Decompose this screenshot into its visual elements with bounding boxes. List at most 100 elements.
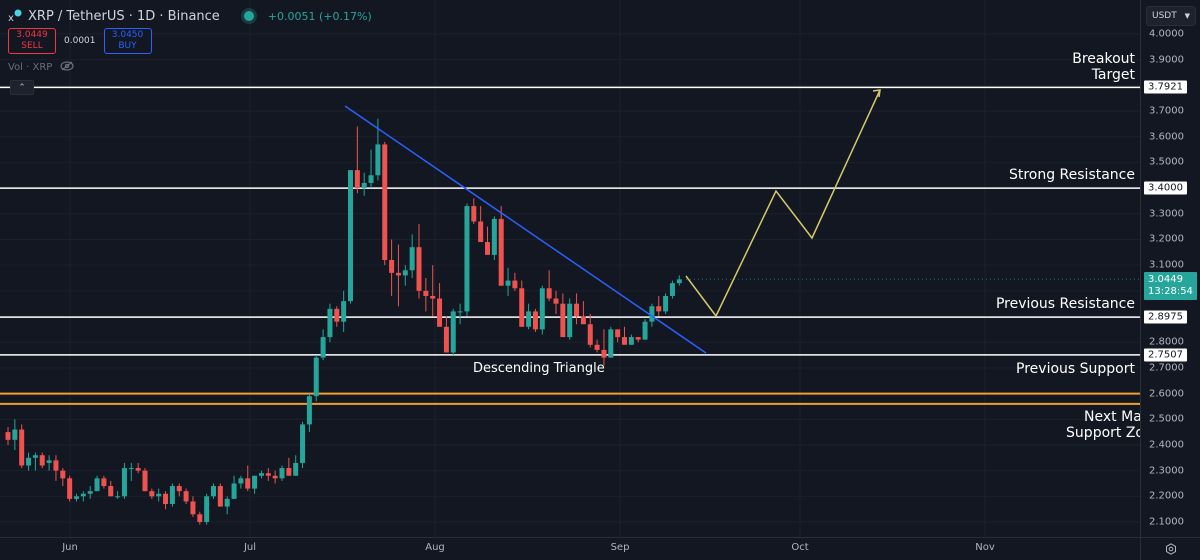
candle-body bbox=[354, 170, 360, 189]
candle-body bbox=[26, 457, 32, 466]
ytick-label: 3.6000 bbox=[1149, 131, 1184, 143]
candle-body bbox=[560, 303, 566, 338]
sell-price: 3.0449 bbox=[16, 30, 48, 40]
candle-body bbox=[567, 303, 573, 338]
candle-body bbox=[74, 496, 79, 499]
candle-body bbox=[156, 493, 162, 497]
candle-body bbox=[635, 337, 641, 340]
candle-body bbox=[67, 478, 73, 499]
current-price-tag: 3.0449 13:28:54 bbox=[1144, 272, 1197, 300]
currency-selector[interactable]: USDT ▼ bbox=[1146, 6, 1196, 26]
candle-body bbox=[279, 468, 285, 479]
ytick-label: 3.7000 bbox=[1149, 105, 1184, 117]
candle-body bbox=[395, 272, 401, 276]
time-axis[interactable]: Jun Jul Aug Sep Oct Nov bbox=[0, 537, 1140, 560]
ytick-label: 2.4000 bbox=[1149, 439, 1184, 451]
candle-body bbox=[217, 486, 223, 507]
candle-body bbox=[80, 493, 86, 497]
candle-body bbox=[5, 432, 11, 440]
candle-body bbox=[293, 462, 299, 476]
candle-body bbox=[375, 144, 381, 176]
breakout-target-label: Breakout Target bbox=[1072, 51, 1135, 83]
candle-body bbox=[348, 170, 353, 302]
candle-body bbox=[361, 182, 367, 189]
strong-resistance-price-tag: 3.4000 bbox=[1144, 181, 1187, 195]
candle-body bbox=[416, 247, 422, 291]
candle-body bbox=[368, 175, 374, 183]
candle-body bbox=[176, 486, 182, 492]
candle-body bbox=[163, 493, 169, 505]
candle-body bbox=[211, 486, 216, 497]
candle-body bbox=[423, 290, 429, 296]
candle-body bbox=[190, 501, 196, 515]
candle-body bbox=[341, 301, 347, 322]
candle-body bbox=[443, 326, 449, 353]
chart-legend: x XRP / TetherUS · 1D · Binance +0.0051 … bbox=[8, 6, 372, 74]
ytick-label: 3.3000 bbox=[1149, 208, 1184, 220]
candle-body bbox=[478, 221, 484, 243]
candle-body bbox=[574, 303, 580, 317]
ytick-label: 3.2000 bbox=[1149, 233, 1184, 245]
candle-body bbox=[546, 288, 552, 299]
candle-body bbox=[169, 486, 175, 505]
candle-body bbox=[94, 478, 100, 492]
candle-body bbox=[608, 329, 614, 358]
candle-body bbox=[149, 491, 155, 497]
projection-arrow-icon bbox=[872, 89, 881, 98]
candle-body bbox=[656, 306, 662, 312]
candle-body bbox=[526, 311, 532, 327]
candlestick-chart[interactable] bbox=[0, 0, 1140, 537]
chart-settings-button[interactable] bbox=[1140, 537, 1200, 560]
candle-body bbox=[532, 311, 538, 330]
candle-body bbox=[601, 349, 607, 358]
candle-body bbox=[135, 468, 141, 471]
candle-body bbox=[19, 429, 25, 466]
price-change: +0.0051 (+0.17%) bbox=[267, 9, 372, 23]
candle-body bbox=[46, 460, 52, 463]
candle-body bbox=[101, 478, 107, 487]
candle-body bbox=[306, 396, 312, 425]
volume-indicator-label[interactable]: Vol · XRP bbox=[8, 62, 53, 73]
candle-body bbox=[615, 329, 621, 338]
next-major-support-zone-label: Next Ma Support Zo bbox=[1066, 409, 1144, 441]
candle-body bbox=[450, 311, 456, 353]
candle-body bbox=[519, 288, 525, 327]
candle-body bbox=[204, 496, 210, 522]
candle-body bbox=[498, 218, 504, 286]
sell-button[interactable]: 3.0449 SELL bbox=[8, 28, 56, 54]
candle-body bbox=[12, 429, 18, 440]
ytick-label: 2.6000 bbox=[1149, 388, 1184, 400]
previous-resistance-label: Previous Resistance bbox=[995, 296, 1135, 312]
projection-path bbox=[685, 89, 881, 318]
currency-label: USDT bbox=[1152, 11, 1177, 21]
candle-body bbox=[238, 478, 244, 484]
collapse-legend-button[interactable]: ⌃ bbox=[10, 80, 34, 95]
price-axis[interactable]: USDT ▼ 4.0000 3.9000 3.7000 3.6000 3.5000 3.3… bbox=[1140, 0, 1200, 537]
ytick-label: 3.1000 bbox=[1149, 259, 1184, 271]
candle-body bbox=[108, 486, 114, 497]
xtick-jun: Jun bbox=[62, 542, 78, 553]
candle-body bbox=[457, 311, 463, 313]
candle-body bbox=[580, 316, 586, 325]
candle-body bbox=[594, 344, 600, 350]
candle-body bbox=[265, 473, 271, 476]
xtick-sep: Sep bbox=[610, 542, 630, 553]
ytick-label: 3.5000 bbox=[1149, 156, 1184, 168]
settings-icon bbox=[1165, 540, 1177, 559]
ytick-label: 4.0000 bbox=[1149, 28, 1184, 40]
buy-label: BUY bbox=[118, 41, 137, 51]
candle-body bbox=[512, 280, 518, 289]
current-price: 3.0449 bbox=[1148, 274, 1183, 285]
candle-body bbox=[669, 283, 675, 296]
symbol-title[interactable]: XRP / TetherUS · 1D · Binance bbox=[28, 8, 220, 24]
sell-label: SELL bbox=[21, 41, 43, 51]
buy-button[interactable]: 3.0450 BUY bbox=[103, 28, 152, 54]
svg-text:x: x bbox=[8, 13, 14, 23]
candle-body bbox=[224, 498, 230, 507]
eye-hidden-icon[interactable] bbox=[60, 61, 74, 74]
xtick-aug: Aug bbox=[425, 542, 445, 553]
chart-plot-area[interactable]: x XRP / TetherUS · 1D · Binance +0.0051 … bbox=[0, 0, 1144, 537]
chevron-down-icon: ▼ bbox=[1184, 12, 1190, 20]
candle-body bbox=[60, 470, 66, 479]
candle-body bbox=[676, 279, 682, 284]
